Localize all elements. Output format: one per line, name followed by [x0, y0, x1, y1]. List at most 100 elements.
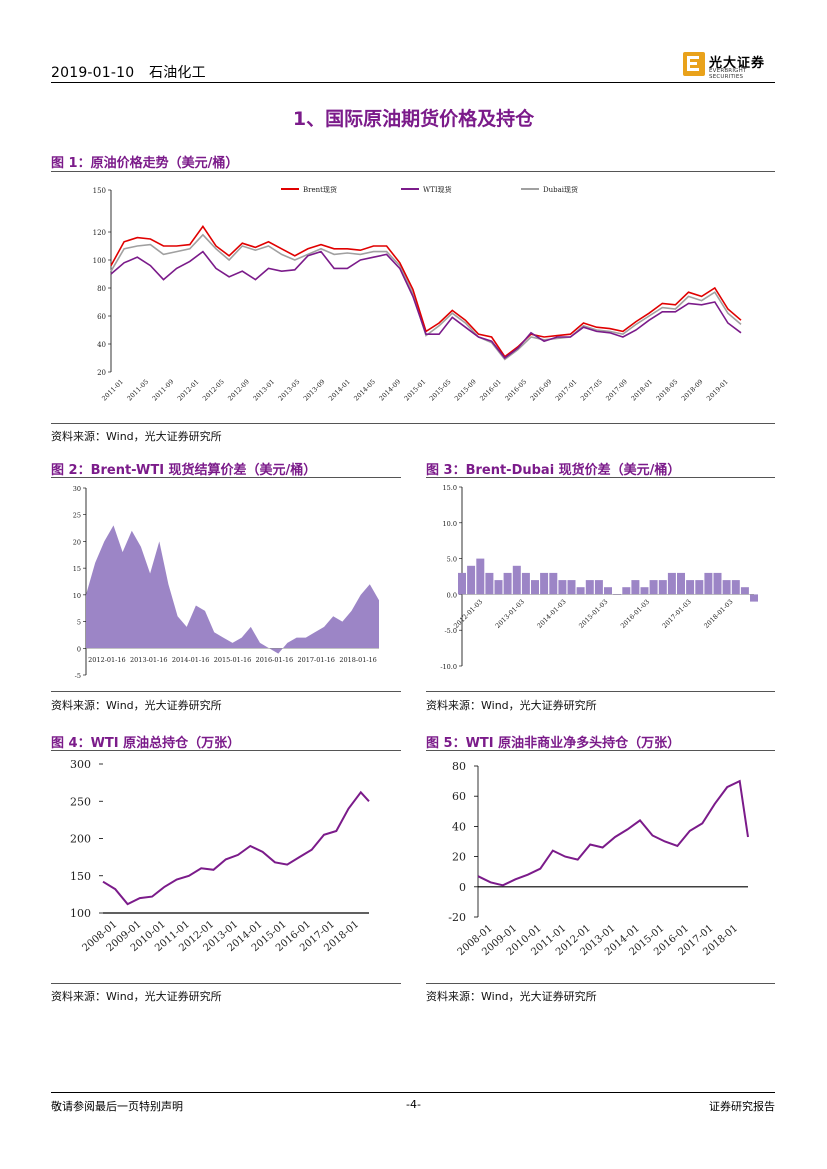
spread-bar [558, 580, 567, 595]
y-tick-label: 80 [452, 760, 466, 773]
fig2-top-rule [51, 477, 401, 478]
y-tick-label: 100 [93, 257, 106, 265]
x-tick-label: 2018-05 [655, 378, 680, 403]
spread-bar [750, 594, 758, 602]
spread-bar [695, 580, 704, 595]
spread-bar [631, 580, 640, 595]
y-tick-label: 60 [97, 313, 106, 321]
x-tick-label: 2017-01-03 [661, 598, 693, 630]
x-tick-label: 2014-09 [377, 378, 402, 403]
spread-bar [677, 572, 685, 595]
spread-bar [549, 572, 558, 595]
spread-bar [640, 587, 649, 595]
fig5-bottom-rule [426, 983, 775, 984]
x-tick-label: 2016-01-16 [256, 656, 293, 664]
fig1-source: 资料来源：Wind，光大证券研究所 [51, 430, 222, 443]
spread-bar [704, 572, 713, 595]
x-tick-label: 2017-05 [579, 378, 604, 403]
logo-text-en: EVERBRIGHT SECURITIES [709, 68, 747, 80]
y-tick-label: 15.0 [443, 484, 457, 492]
x-tick-label: 2017-01 [554, 378, 579, 403]
y-tick-label: 0 [77, 645, 81, 653]
x-tick-label: 2018-01-03 [702, 598, 734, 630]
y-tick-label: 40 [97, 341, 106, 349]
y-tick-label: 10 [73, 592, 81, 600]
fig1-bottom-rule [51, 423, 775, 424]
spread-bar [713, 572, 722, 595]
x-tick-label: 2012-05 [201, 378, 226, 403]
page-number: -4- [406, 1098, 421, 1111]
series-line-1 [110, 250, 742, 360]
fig3-chart: 15.0 10.0 5.0 0.0 -5.0 -10.0 2012-01-03 2013-01… [440, 484, 758, 671]
fig1-top-rule [51, 171, 775, 172]
fig4-chart: 3002502001501002008-012009-012010-012011… [70, 758, 370, 954]
logo-text-cn: 光大证券 [709, 56, 766, 71]
spread-area [86, 525, 379, 654]
y-tick-label: 5 [77, 619, 81, 627]
fig4-title: 图 4：WTI 原油总持仓（万张） [51, 736, 241, 751]
y-tick-label: -5 [75, 672, 81, 680]
everbright-logo-icon [683, 52, 705, 76]
fig4-top-rule [51, 750, 401, 751]
spread-bar [658, 580, 667, 595]
legend-label: WTI现货 [423, 185, 452, 194]
spread-bar [476, 558, 485, 595]
y-tick-label: 15 [73, 565, 81, 573]
x-tick-label: 2011-01 [100, 378, 125, 403]
spread-bar [576, 587, 585, 595]
spread-bar [503, 572, 512, 595]
spread-bar [467, 565, 476, 595]
y-tick-label: 80 [97, 285, 106, 293]
fig5-source: 资料来源：Wind，光大证券研究所 [426, 990, 597, 1003]
spread-bar [540, 572, 549, 595]
x-tick-label: 2016-05 [503, 378, 528, 403]
x-tick-label: 2015-01-16 [214, 656, 251, 664]
spread-bar [649, 580, 658, 595]
footer-report-type: 证券研究报告 [709, 1100, 775, 1113]
y-tick-label: 10.0 [443, 520, 457, 528]
fig2-chart: 30 25 20 15 10 5 0 -5 2012-01-16 2013-01-16 2014-0… [73, 485, 379, 680]
header-divider [51, 82, 775, 83]
net-long-line [477, 779, 749, 887]
y-tick-label: -20 [448, 911, 466, 924]
legend-label: Dubai现货 [543, 185, 578, 194]
section-title: 1、国际原油期货价格及持仓 [292, 108, 535, 130]
fig3-source: 资料来源：Wind，光大证券研究所 [426, 699, 597, 712]
x-tick-label: 2018-01 [629, 378, 654, 403]
x-tick-label: 2013-01-03 [494, 598, 526, 630]
x-tick-label: 2018-01-16 [339, 656, 376, 664]
x-tick-label: 2016-09 [529, 378, 554, 403]
x-tick-label: 2012-01-03 [452, 598, 484, 630]
spread-bar [686, 580, 695, 595]
y-tick-label: 0.0 [447, 591, 457, 599]
spread-bar [485, 572, 494, 595]
spread-bar [731, 580, 740, 595]
x-tick-label: 2017-01-16 [297, 656, 334, 664]
y-tick-label: 20 [73, 538, 81, 546]
fig3-bottom-rule [426, 691, 775, 692]
fig5-title: 图 5：WTI 原油非商业净多头持仓（万张） [426, 736, 681, 751]
company-logo: 光大证券 EVERBRIGHT SECURITIES [683, 51, 775, 80]
fig3-title: 图 3：Brent-Dubai 现货价差（美元/桶） [426, 463, 681, 478]
x-tick-label: 2014-05 [352, 378, 377, 403]
y-tick-label: -5.0 [444, 627, 457, 635]
spread-bar [458, 572, 466, 595]
spread-bar [512, 565, 521, 595]
series-line-2 [110, 233, 742, 361]
spread-bar [667, 572, 676, 595]
fig2-bottom-rule [51, 691, 401, 692]
x-tick-label: 2012-01-16 [88, 656, 125, 664]
x-tick-label: 2013-01 [251, 378, 276, 403]
y-tick-label: 20 [452, 851, 466, 864]
spread-bar [722, 580, 731, 595]
y-tick-label: 100 [70, 907, 91, 920]
y-tick-label: 150 [70, 870, 91, 883]
report-sector: 石油化工 [149, 65, 206, 81]
spread-bar [594, 580, 603, 595]
x-tick-label: 2013-09 [302, 378, 327, 403]
x-tick-label: 2012-09 [226, 378, 251, 403]
x-tick-label: 2017-09 [604, 378, 629, 403]
x-tick-label: 2011-05 [125, 378, 150, 403]
series-line-0 [110, 224, 742, 358]
